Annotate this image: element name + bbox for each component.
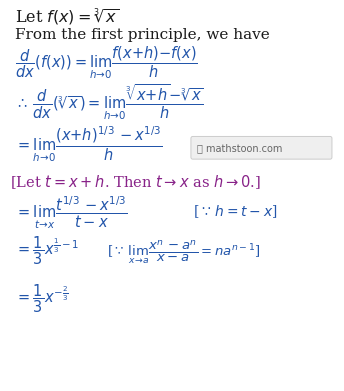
Text: $= \lim_{h\to 0}\dfrac{(x+h)^{1/3}-x^{1/3}}{h}$: $= \lim_{h\to 0}\dfrac{(x+h)^{1/3}-x^{1/… <box>15 125 163 165</box>
Text: [$\because\, \lim_{x\to a}\dfrac{x^n-a^n}{x-a} = na^{n-1}$]: [$\because\, \lim_{x\to a}\dfrac{x^n-a^n… <box>107 239 260 266</box>
Text: $= \dfrac{1}{3}x^{\frac{1}{3}-1}$: $= \dfrac{1}{3}x^{\frac{1}{3}-1}$ <box>15 235 80 267</box>
Text: $\therefore\, \dfrac{d}{dx}(\sqrt[3]{x}) = \lim_{h\to 0}\dfrac{\sqrt[3]{x+h}-\sq: $\therefore\, \dfrac{d}{dx}(\sqrt[3]{x})… <box>15 83 204 122</box>
Text: $= \dfrac{1}{3}x^{-\frac{2}{3}}$: $= \dfrac{1}{3}x^{-\frac{2}{3}}$ <box>15 283 69 316</box>
Text: $= \lim_{t\to x}\dfrac{t^{1/3}-x^{1/3}}{t-x}$: $= \lim_{t\to x}\dfrac{t^{1/3}-x^{1/3}}{… <box>15 195 128 231</box>
Text: [Let $t = x+h$. Then $t\to x$ as $h\to 0$.]: [Let $t = x+h$. Then $t\to x$ as $h\to 0… <box>10 173 261 191</box>
FancyBboxPatch shape <box>191 136 332 159</box>
Text: Let $f(x) = \sqrt[3]{x}$: Let $f(x) = \sqrt[3]{x}$ <box>15 7 120 29</box>
Text: [$\because\, h = t-x$]: [$\because\, h = t-x$] <box>193 203 277 219</box>
Text: 🔒 mathstoon.com: 🔒 mathstoon.com <box>197 143 282 153</box>
Text: From the first principle, we have: From the first principle, we have <box>15 28 270 42</box>
Text: $\dfrac{d}{dx}(f(x)) = \lim_{h\to 0}\dfrac{f(x+h)-f(x)}{h}$: $\dfrac{d}{dx}(f(x)) = \lim_{h\to 0}\dfr… <box>15 44 198 81</box>
